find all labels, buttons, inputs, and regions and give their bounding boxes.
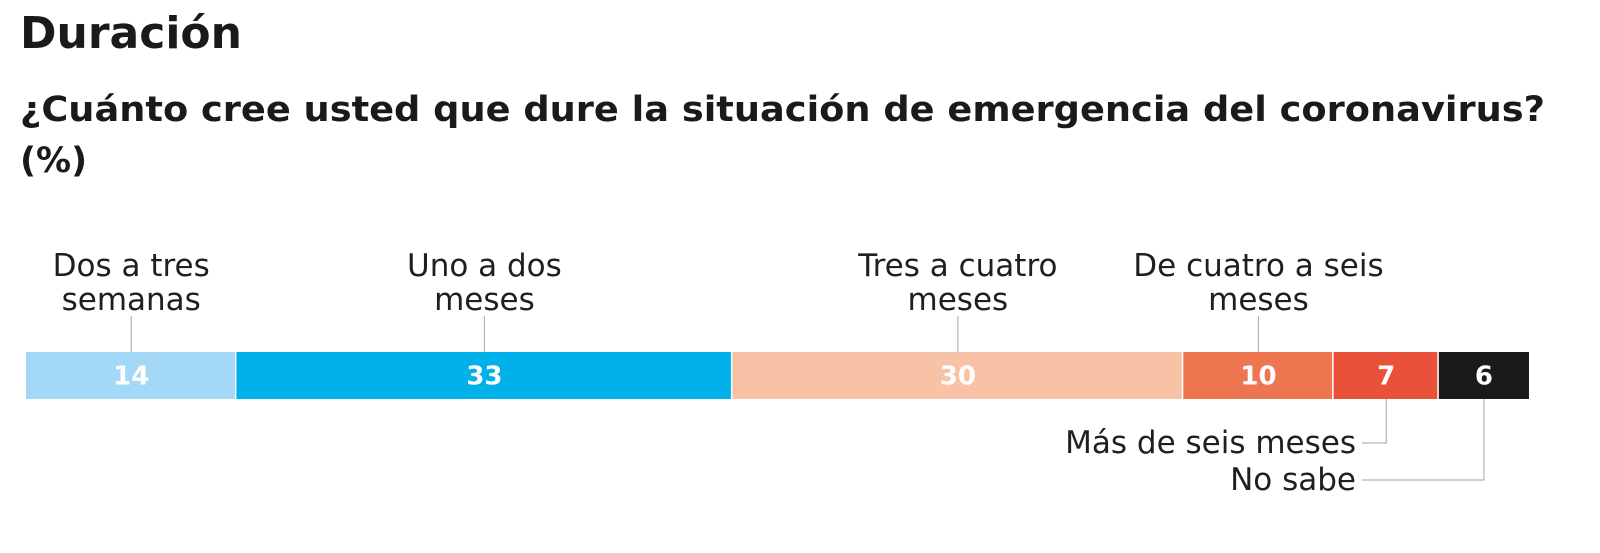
value-label-no-sabe: 6 [1475, 362, 1493, 392]
leader-line-mas-de-seis-meses [1362, 399, 1387, 444]
category-label-no-sabe: No sabe [1230, 462, 1356, 498]
bar-segment-tres-a-cuatro-meses [732, 352, 1182, 399]
category-label-mas-de-seis-meses: Más de seis meses [1065, 425, 1356, 461]
bar-segment-uno-a-dos-meses [236, 352, 731, 399]
category-label-tres-a-cuatro-meses-line-2: meses [908, 282, 1009, 318]
category-label-de-cuatro-a-seis-meses-line-1: De cuatro a seis [1133, 248, 1383, 284]
category-label-dos-a-tres-semanas-line-2: semanas [62, 282, 201, 318]
category-label-uno-a-dos-meses-line-1: Uno a dos [407, 248, 562, 284]
leader-line-no-sabe [1362, 399, 1485, 481]
value-label-tres-a-cuatro-meses: 30 [940, 362, 976, 392]
chart-title: Duración [20, 8, 242, 59]
bar-segment-de-cuatro-a-seis-meses [1183, 352, 1333, 399]
category-label-dos-a-tres-semanas-line-1: Dos a tres [53, 248, 210, 284]
category-label-tres-a-cuatro-meses-line-1: Tres a cuatro [857, 248, 1057, 284]
value-label-uno-a-dos-meses: 33 [466, 362, 502, 392]
bar-segment-dos-a-tres-semanas [26, 352, 235, 399]
category-label-de-cuatro-a-seis-meses-line-2: meses [1208, 282, 1309, 318]
chart-subtitle-line2: (%) [20, 141, 87, 181]
category-label-uno-a-dos-meses-line-2: meses [434, 282, 535, 318]
bar-segment-mas-de-seis-meses [1333, 352, 1438, 399]
value-label-de-cuatro-a-seis-meses: 10 [1240, 362, 1276, 392]
value-label-dos-a-tres-semanas: 14 [113, 362, 149, 392]
chart-subtitle-line1: ¿Cuánto cree usted que dure la situación… [20, 90, 1545, 130]
value-label-mas-de-seis-meses: 7 [1377, 362, 1395, 392]
bar-segment-no-sabe [1438, 352, 1529, 399]
